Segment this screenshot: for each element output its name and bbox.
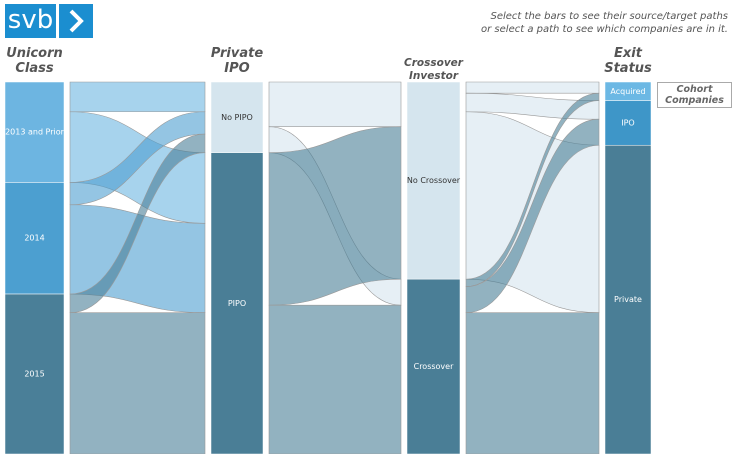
stage-header: Crossover Investor (404, 57, 463, 82)
bar-label: Private (614, 295, 642, 304)
bar-label: 2014 (24, 234, 44, 243)
flow-ribbon[interactable] (268, 126, 402, 306)
bar-label: No Crossover (407, 176, 461, 185)
stage-bar[interactable] (4, 293, 65, 454)
bar-label: Crossover (414, 362, 454, 371)
flow-ribbon[interactable] (69, 312, 206, 454)
instruction-line: or select a path to see which companies … (481, 24, 728, 35)
bar-label: 2013 and Prior (5, 128, 65, 137)
flow-ribbon[interactable] (268, 81, 402, 127)
stage-bar[interactable] (406, 278, 461, 454)
bar-label: 2015 (24, 370, 44, 379)
flow-ribbon[interactable] (465, 81, 600, 94)
stage-header: Private IPO (210, 46, 264, 76)
flow-ribbon[interactable] (69, 133, 206, 313)
stage-bar[interactable] (604, 144, 652, 454)
logo-arrow (59, 4, 93, 38)
cohort-button[interactable]: Cohort Companies (657, 82, 732, 108)
flow-ribbon[interactable] (465, 118, 600, 313)
stage-bar[interactable] (4, 182, 65, 295)
bar-label: No PIPO (221, 113, 253, 122)
stage-bar[interactable] (604, 100, 652, 146)
stage-header: Unicorn Class (6, 46, 63, 76)
stage-header: Exit Status (604, 46, 652, 76)
stage-bar[interactable] (4, 81, 65, 183)
stage-bar[interactable] (210, 81, 264, 153)
bar-label: PIPO (228, 299, 246, 308)
flow-ribbon[interactable] (465, 312, 600, 454)
flow-ribbon[interactable] (69, 81, 206, 113)
instructions: Select the bars to see their source/targ… (481, 10, 728, 36)
bar-label: IPO (621, 118, 634, 127)
stage-bar[interactable] (210, 152, 264, 454)
bar-label: Acquired (610, 87, 645, 96)
flow-ribbon[interactable] (268, 304, 402, 454)
instruction-line: Select the bars to see their source/targ… (490, 11, 729, 22)
flow-ribbon[interactable] (465, 92, 600, 287)
logo: svb (5, 4, 56, 38)
stage-bar[interactable] (406, 81, 461, 280)
